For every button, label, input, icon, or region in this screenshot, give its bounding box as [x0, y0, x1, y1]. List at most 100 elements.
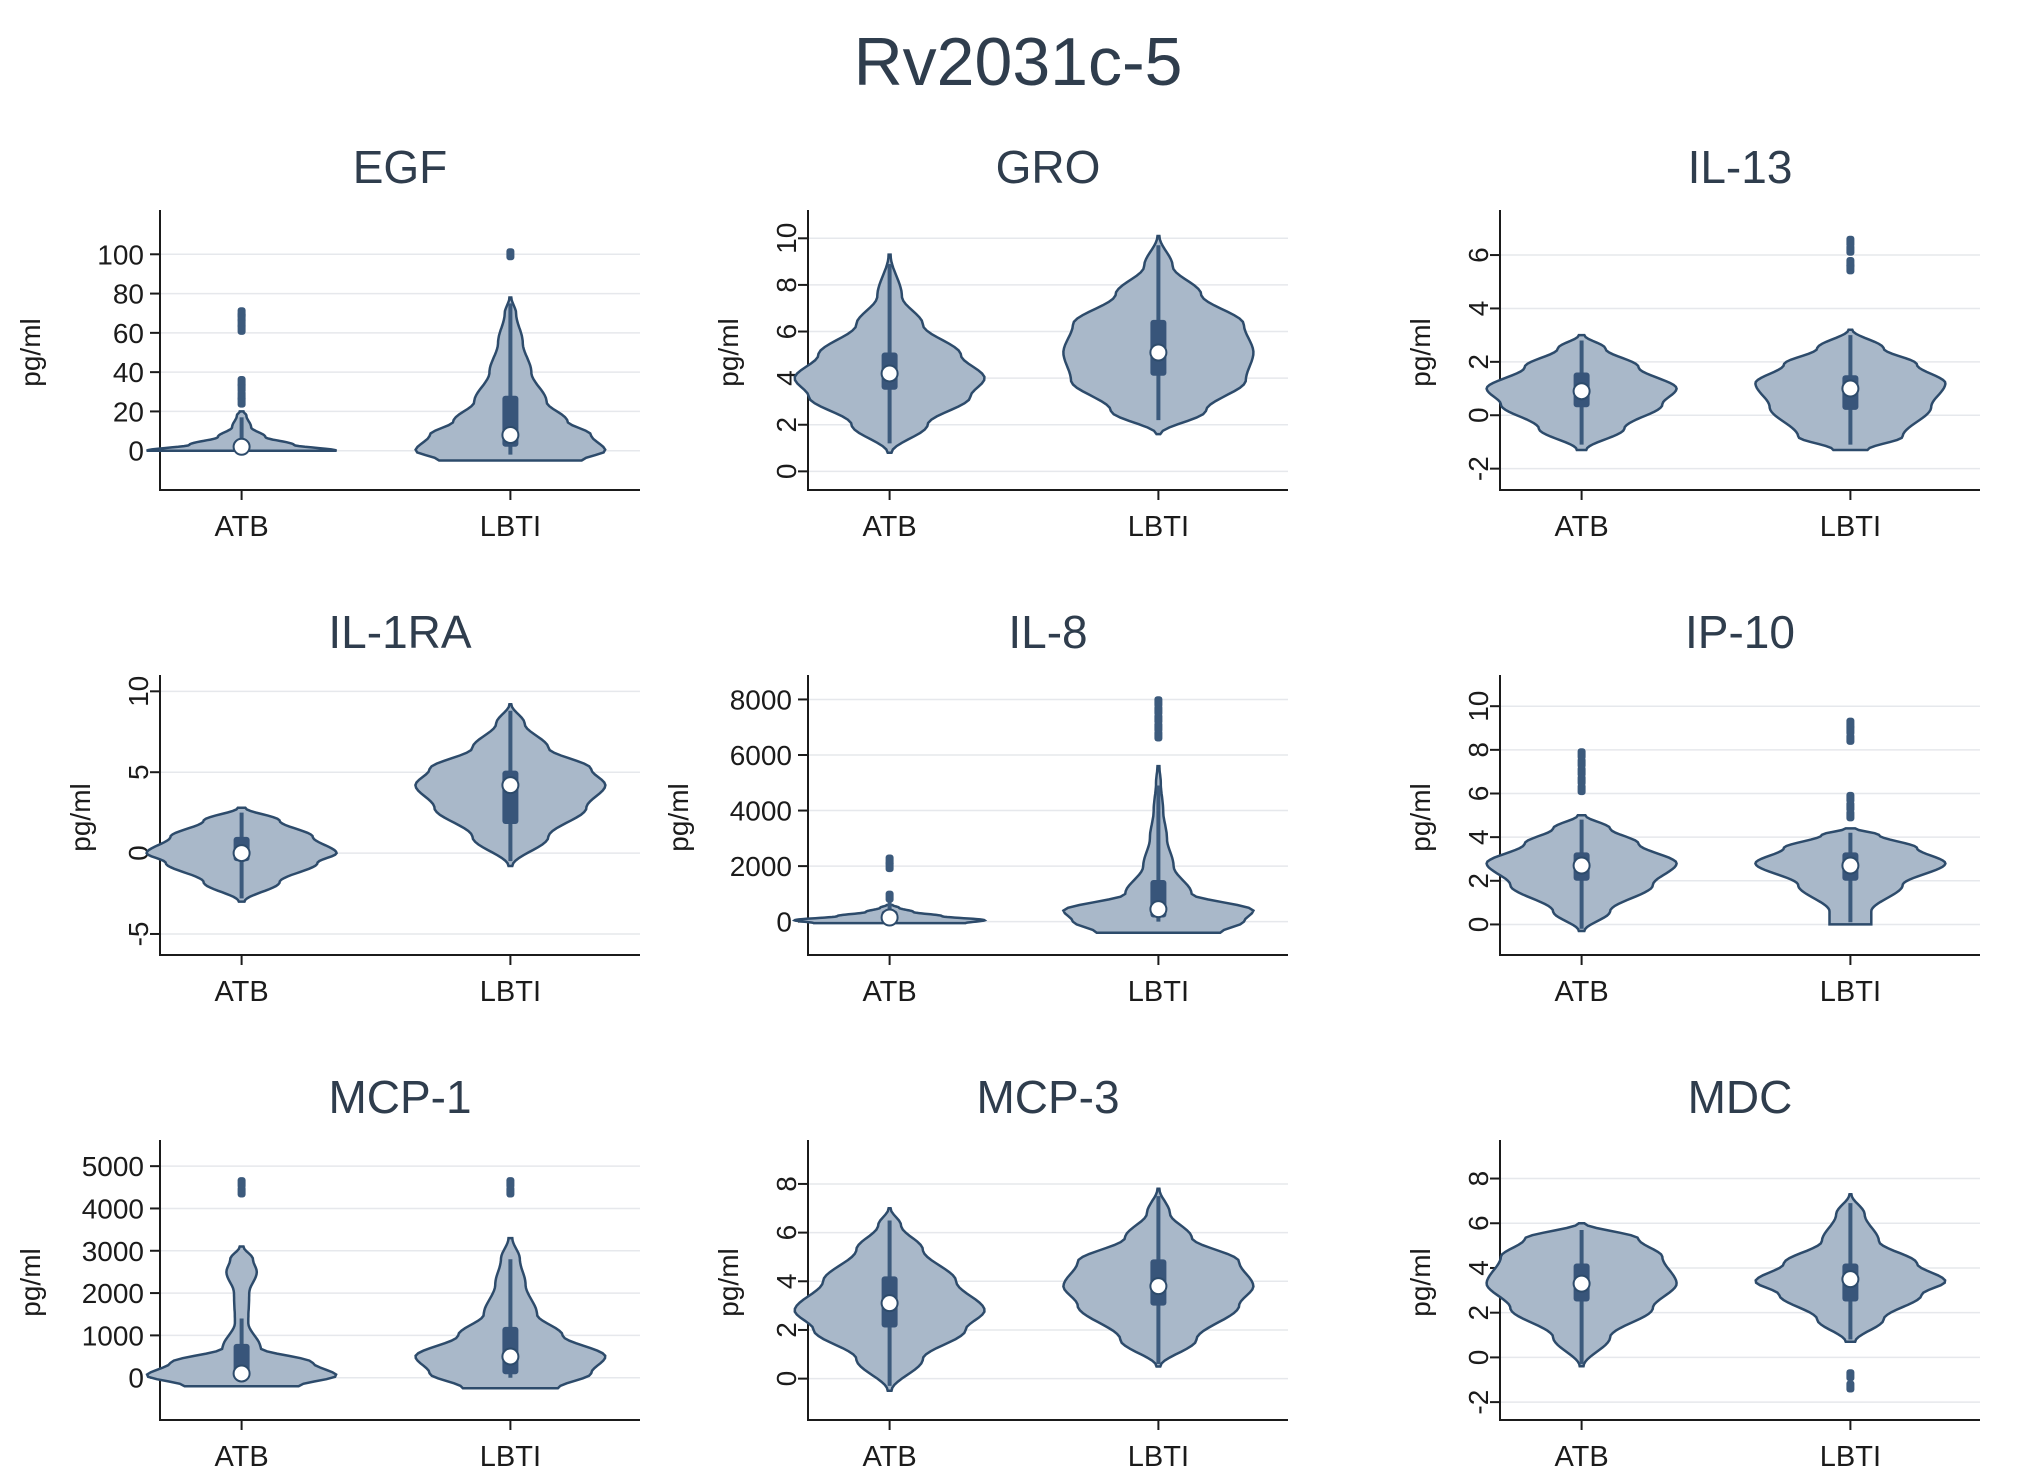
x-category-label: LBTI — [1820, 976, 1881, 1008]
median-marker — [501, 426, 520, 444]
panel-il-1ra: IL-1RA -5 0 5 10 pg/ml ATB LBTI — [65, 606, 640, 1008]
x-category-label: LBTI — [480, 511, 541, 543]
violin-group-atb: ATB — [145, 1177, 338, 1473]
panel-ip-10: IP-10 0 2 4 6 8 10 pg/ml ATB LBTI — [1405, 606, 1980, 1008]
x-category-label: ATB — [862, 976, 916, 1008]
y-axis-label: pg/ml — [713, 318, 744, 386]
y-tick-label: 0 — [771, 464, 802, 480]
median-marker — [1841, 1270, 1860, 1289]
outlier-point — [1846, 791, 1855, 804]
y-tick-label: 2000 — [730, 851, 792, 882]
y-tick-label: 40 — [113, 357, 144, 388]
median-marker — [1572, 1274, 1591, 1293]
y-tick-label: 100 — [97, 239, 144, 270]
y-tick-label: 2 — [1463, 873, 1494, 889]
x-category-label: ATB — [1554, 976, 1608, 1008]
panel-title: EGF — [353, 141, 448, 193]
y-axis-label: pg/ml — [1405, 318, 1436, 386]
y-tick-label: 0 — [128, 436, 144, 467]
violin-group-atb: ATB — [791, 854, 988, 1008]
panel-title: IL-1RA — [328, 606, 471, 658]
outlier-point — [885, 890, 894, 903]
violin-group-lbti: LBTI — [414, 248, 607, 543]
median-marker — [1149, 900, 1168, 919]
y-tick-label: 0 — [1463, 1350, 1494, 1366]
y-axis-label: pg/ml — [65, 783, 96, 851]
outlier-point — [1577, 748, 1586, 761]
median-marker — [1841, 379, 1860, 398]
y-tick-label: 2 — [1463, 354, 1494, 370]
outlier-point — [237, 307, 246, 320]
y-tick-label: 6 — [1463, 247, 1494, 263]
violin-group-atb: ATB — [145, 806, 339, 1008]
violin-group-atb: ATB — [146, 307, 338, 543]
median-marker — [1572, 382, 1591, 401]
axis-lines — [159, 1140, 640, 1421]
axis-lines — [1499, 210, 1980, 491]
outlier-point — [1846, 717, 1855, 730]
y-tick-label: 2000 — [82, 1278, 144, 1309]
violin-group-lbti: LBTI — [414, 703, 607, 1008]
outlier-point — [885, 854, 894, 867]
y-tick-label: 0 — [1463, 407, 1494, 423]
panel-title: IL-8 — [1008, 606, 1087, 658]
y-tick-label: 8 — [771, 1176, 802, 1192]
x-category-label: ATB — [862, 511, 916, 543]
outlier-point — [1154, 696, 1163, 709]
axis-lines — [1499, 675, 1980, 956]
x-category-label: ATB — [1554, 511, 1608, 543]
y-tick-label: 0 — [123, 845, 154, 861]
violin-group-lbti: LBTI — [1061, 696, 1256, 1008]
panel-title: MCP-1 — [328, 1071, 471, 1123]
y-axis-label: pg/ml — [15, 318, 46, 386]
y-tick-label: 6 — [1463, 786, 1494, 802]
median-marker — [232, 1364, 251, 1383]
y-tick-label: 4 — [771, 370, 802, 386]
panel-title: IP-10 — [1685, 606, 1795, 658]
y-axis-label: pg/ml — [1405, 783, 1436, 851]
y-tick-label: 0 — [128, 1363, 144, 1394]
y-tick-label: 10 — [123, 676, 154, 707]
violin-group-lbti: LBTI — [414, 1177, 607, 1473]
median-marker — [501, 1347, 520, 1366]
y-tick-label: 4 — [1463, 1260, 1494, 1276]
x-category-label: ATB — [214, 511, 268, 543]
outlier-point — [506, 1177, 515, 1190]
y-tick-label: 0 — [1463, 917, 1494, 933]
panel-egf: EGF 0 20 40 60 80 100 pg/ml ATB LBTI — [15, 141, 640, 543]
axis-lines — [1499, 1140, 1980, 1421]
y-tick-label: 1000 — [82, 1320, 144, 1351]
y-tick-label: -5 — [123, 922, 154, 947]
outlier-point — [1846, 257, 1855, 270]
figure-title: Rv2031c-5 — [854, 24, 1183, 100]
violin-group-lbti: LBTI — [1754, 717, 1947, 1008]
median-marker — [232, 844, 251, 863]
median-marker — [1149, 343, 1168, 362]
y-tick-label: 6 — [1463, 1215, 1494, 1231]
x-category-label: LBTI — [480, 1441, 541, 1473]
violin-group-lbti: LBTI — [1754, 235, 1947, 543]
y-tick-label: 4 — [1463, 301, 1494, 317]
y-tick-label: 20 — [113, 396, 144, 427]
y-tick-label: 2 — [771, 1322, 802, 1338]
outlier-point — [1846, 235, 1855, 248]
outlier-point — [237, 375, 246, 388]
median-marker — [501, 776, 520, 795]
median-marker — [880, 908, 899, 927]
y-tick-label: 8000 — [730, 684, 792, 715]
y-tick-label: 10 — [1463, 691, 1494, 722]
y-tick-label: 0 — [771, 1371, 802, 1387]
median-marker — [880, 1294, 899, 1313]
x-category-label: ATB — [862, 1441, 916, 1473]
y-tick-label: 6000 — [730, 740, 792, 771]
y-tick-label: -2 — [1463, 1390, 1494, 1415]
y-tick-label: 2 — [1463, 1305, 1494, 1321]
y-tick-label: -2 — [1463, 456, 1494, 481]
y-tick-label: 8 — [771, 277, 802, 293]
y-tick-label: 5000 — [82, 1151, 144, 1182]
y-axis-label: pg/ml — [1405, 1248, 1436, 1316]
x-category-label: LBTI — [1820, 511, 1881, 543]
axis-lines — [159, 210, 640, 491]
y-tick-label: 10 — [771, 223, 802, 254]
y-tick-label: 2 — [771, 417, 802, 433]
